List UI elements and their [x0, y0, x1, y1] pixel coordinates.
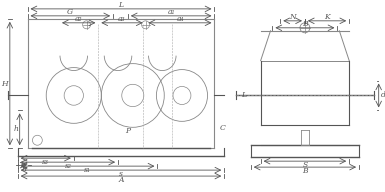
Text: G: G — [67, 8, 74, 16]
Text: C: C — [219, 124, 225, 132]
Text: B: B — [302, 167, 308, 175]
Text: S: S — [302, 161, 308, 169]
Text: h: h — [13, 125, 18, 133]
Text: s₁: s₁ — [84, 166, 91, 174]
Text: a₃: a₃ — [118, 15, 126, 23]
Text: s₂: s₂ — [64, 162, 71, 170]
Text: A: A — [118, 176, 124, 184]
Text: L: L — [241, 91, 246, 99]
Text: a₂: a₂ — [75, 15, 82, 23]
Text: H: H — [2, 79, 8, 88]
Text: s: s — [119, 170, 123, 178]
Text: n: n — [21, 165, 26, 173]
Text: s₃: s₃ — [42, 158, 49, 166]
Text: a₄: a₄ — [176, 15, 184, 23]
Text: N: N — [289, 13, 296, 21]
Text: d: d — [381, 91, 385, 99]
Text: a₁: a₁ — [167, 8, 175, 16]
Text: L: L — [119, 1, 124, 9]
Text: B: B — [302, 20, 308, 28]
Text: K: K — [324, 13, 330, 21]
Text: P: P — [125, 127, 131, 135]
